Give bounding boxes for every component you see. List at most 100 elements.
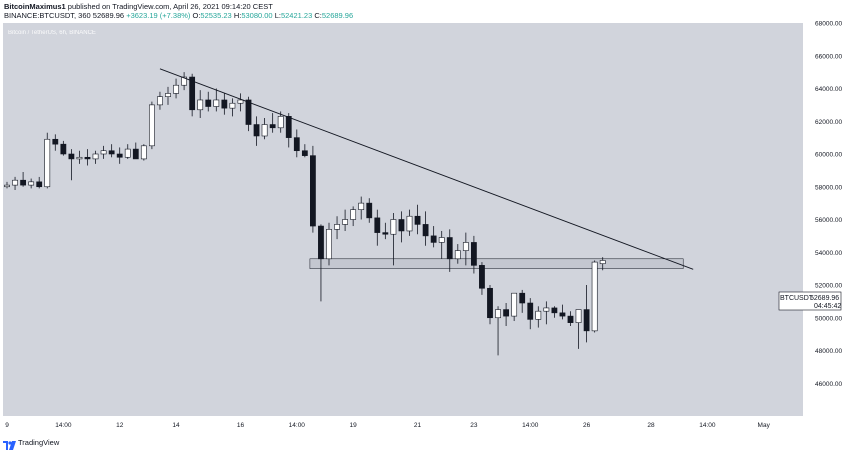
candle-body bbox=[470, 242, 477, 266]
candle bbox=[44, 132, 51, 189]
candle-body bbox=[382, 232, 389, 235]
candle bbox=[334, 216, 340, 240]
candle bbox=[157, 91, 163, 110]
candle bbox=[221, 93, 228, 115]
candle-body bbox=[116, 153, 123, 158]
candle-body bbox=[36, 181, 43, 188]
candle-body bbox=[181, 76, 187, 86]
candle bbox=[462, 232, 469, 266]
tradingview-brand[interactable]: TradingView bbox=[18, 438, 60, 447]
time-axis[interactable] bbox=[3, 416, 803, 430]
candle-body bbox=[454, 250, 461, 260]
published-text: published on TradingView.com, April 26, … bbox=[67, 2, 273, 11]
candle-body bbox=[100, 150, 107, 155]
candle bbox=[197, 90, 204, 118]
candle-body bbox=[309, 155, 316, 227]
candle bbox=[285, 113, 292, 148]
candle-body bbox=[334, 224, 340, 230]
close-value: 52689.96 bbox=[321, 11, 354, 20]
candle bbox=[36, 176, 43, 189]
author-name[interactable]: BitcoinMaximus1 bbox=[4, 2, 66, 11]
candle bbox=[181, 72, 187, 91]
candle bbox=[551, 306, 558, 318]
candle bbox=[108, 144, 115, 158]
candle bbox=[487, 285, 493, 325]
candle-body bbox=[390, 219, 397, 235]
tradingview-logo-icon[interactable] bbox=[3, 437, 16, 450]
candle bbox=[495, 306, 501, 356]
candle bbox=[229, 98, 236, 117]
candle-body bbox=[599, 260, 606, 265]
last-price: 52689.96 bbox=[92, 11, 125, 20]
candle bbox=[149, 101, 155, 150]
candle bbox=[4, 181, 10, 189]
candle-body bbox=[398, 219, 405, 232]
candle-body bbox=[12, 179, 18, 186]
candle bbox=[52, 134, 59, 151]
candle-body bbox=[446, 237, 453, 260]
candle-body bbox=[189, 76, 196, 111]
candle-body bbox=[108, 150, 115, 155]
symbol-title: Bitcoin / TetherUS, 6h, BINANCE bbox=[8, 30, 96, 36]
candle bbox=[326, 222, 332, 266]
candle-body bbox=[583, 309, 590, 332]
candle bbox=[575, 309, 582, 349]
candle bbox=[366, 198, 373, 223]
candle bbox=[132, 142, 139, 160]
low-label: L: bbox=[274, 11, 281, 20]
candle bbox=[382, 222, 389, 240]
trendline-layer bbox=[159, 68, 694, 270]
candle bbox=[446, 229, 453, 272]
candle bbox=[454, 244, 461, 264]
candle-body bbox=[124, 148, 131, 158]
candle-body bbox=[326, 229, 332, 260]
ohlc-line: BINANCE:BTCUSDT, 360 52689.96 +3623.19 (… bbox=[4, 11, 353, 20]
candle-body bbox=[551, 307, 558, 314]
high-label: H: bbox=[233, 11, 242, 20]
low-value: 52421.23 bbox=[280, 11, 313, 20]
candle-body bbox=[342, 219, 348, 225]
candle bbox=[479, 262, 485, 295]
candle-body bbox=[503, 309, 509, 317]
price-change: +3623.19 (+7.38%) bbox=[126, 11, 191, 20]
candle-body bbox=[479, 265, 485, 289]
candle bbox=[301, 144, 308, 158]
candle-body bbox=[4, 184, 10, 188]
price-axis[interactable] bbox=[803, 23, 850, 416]
candle bbox=[406, 209, 413, 236]
footer: TradingView bbox=[0, 430, 850, 453]
candle bbox=[398, 211, 405, 243]
candle bbox=[68, 149, 75, 181]
candle bbox=[277, 111, 284, 133]
candle-body bbox=[197, 99, 204, 111]
candle-body bbox=[237, 99, 244, 104]
candle-body bbox=[414, 215, 421, 225]
candle-body bbox=[157, 96, 163, 106]
candle-body bbox=[132, 148, 139, 160]
candle-body bbox=[173, 84, 179, 94]
candle-body bbox=[28, 181, 35, 186]
candle bbox=[519, 289, 526, 313]
candle bbox=[140, 144, 147, 161]
candle-body bbox=[213, 99, 220, 107]
candle-body bbox=[261, 124, 268, 137]
candle-body bbox=[575, 309, 582, 323]
support-zone-layer bbox=[309, 258, 684, 269]
chart-header: BitcoinMaximus1 published on TradingView… bbox=[0, 0, 850, 22]
candle bbox=[374, 209, 381, 246]
candle-body bbox=[92, 153, 99, 160]
candle-body bbox=[567, 315, 574, 323]
candle bbox=[293, 129, 300, 158]
candle-body bbox=[519, 292, 526, 304]
candle-body bbox=[318, 225, 324, 260]
candle bbox=[422, 211, 429, 246]
candle-body bbox=[422, 224, 429, 237]
candle-body bbox=[285, 116, 292, 138]
candle bbox=[12, 176, 18, 191]
candle-body bbox=[430, 235, 437, 243]
candle-body bbox=[68, 153, 75, 160]
candle bbox=[165, 86, 171, 105]
candle bbox=[28, 178, 35, 189]
candle-body bbox=[559, 312, 566, 317]
